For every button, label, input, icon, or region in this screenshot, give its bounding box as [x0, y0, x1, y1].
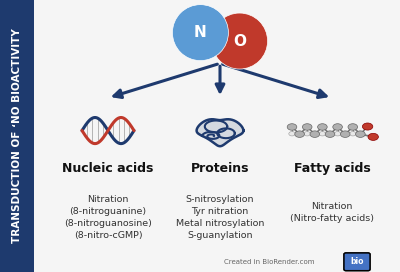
Polygon shape — [197, 119, 243, 146]
Circle shape — [334, 132, 341, 136]
Circle shape — [304, 132, 310, 136]
Circle shape — [319, 132, 326, 136]
Circle shape — [362, 123, 373, 130]
Text: N: N — [194, 25, 207, 40]
Ellipse shape — [172, 5, 228, 61]
Circle shape — [295, 131, 304, 137]
Circle shape — [310, 131, 320, 137]
Bar — [0, 0, 34, 272]
Text: Fatty acids: Fatty acids — [294, 162, 370, 175]
Ellipse shape — [212, 13, 268, 69]
Text: S-nitrosylation
Tyr nitration
Metal nitrosylation
S-guanylation: S-nitrosylation Tyr nitration Metal nitr… — [176, 195, 264, 240]
Circle shape — [325, 131, 335, 137]
Text: O: O — [233, 33, 246, 48]
Circle shape — [350, 132, 356, 136]
Text: Nitration
(8-nitroguanine)
(8-nitroguanosine)
(8-nitro-cGMP): Nitration (8-nitroguanine) (8-nitroguano… — [64, 195, 152, 240]
FancyBboxPatch shape — [344, 253, 370, 271]
Circle shape — [318, 124, 327, 130]
Circle shape — [356, 131, 365, 137]
Circle shape — [368, 133, 378, 140]
Text: TRANSDUCTION OF ʻNO BIOACTIVITY: TRANSDUCTION OF ʻNO BIOACTIVITY — [12, 29, 22, 243]
Circle shape — [348, 124, 358, 130]
Text: bio: bio — [350, 257, 364, 266]
Text: Nucleic acids: Nucleic acids — [62, 162, 154, 175]
Circle shape — [340, 131, 350, 137]
FancyBboxPatch shape — [344, 253, 370, 271]
Circle shape — [302, 124, 312, 130]
Text: Created in BioRender.com: Created in BioRender.com — [224, 259, 314, 265]
Circle shape — [287, 124, 297, 130]
Text: Nitration
(Nitro-fatty acids): Nitration (Nitro-fatty acids) — [290, 202, 374, 222]
Circle shape — [289, 132, 295, 136]
Circle shape — [333, 124, 342, 130]
Text: Proteins: Proteins — [191, 162, 249, 175]
